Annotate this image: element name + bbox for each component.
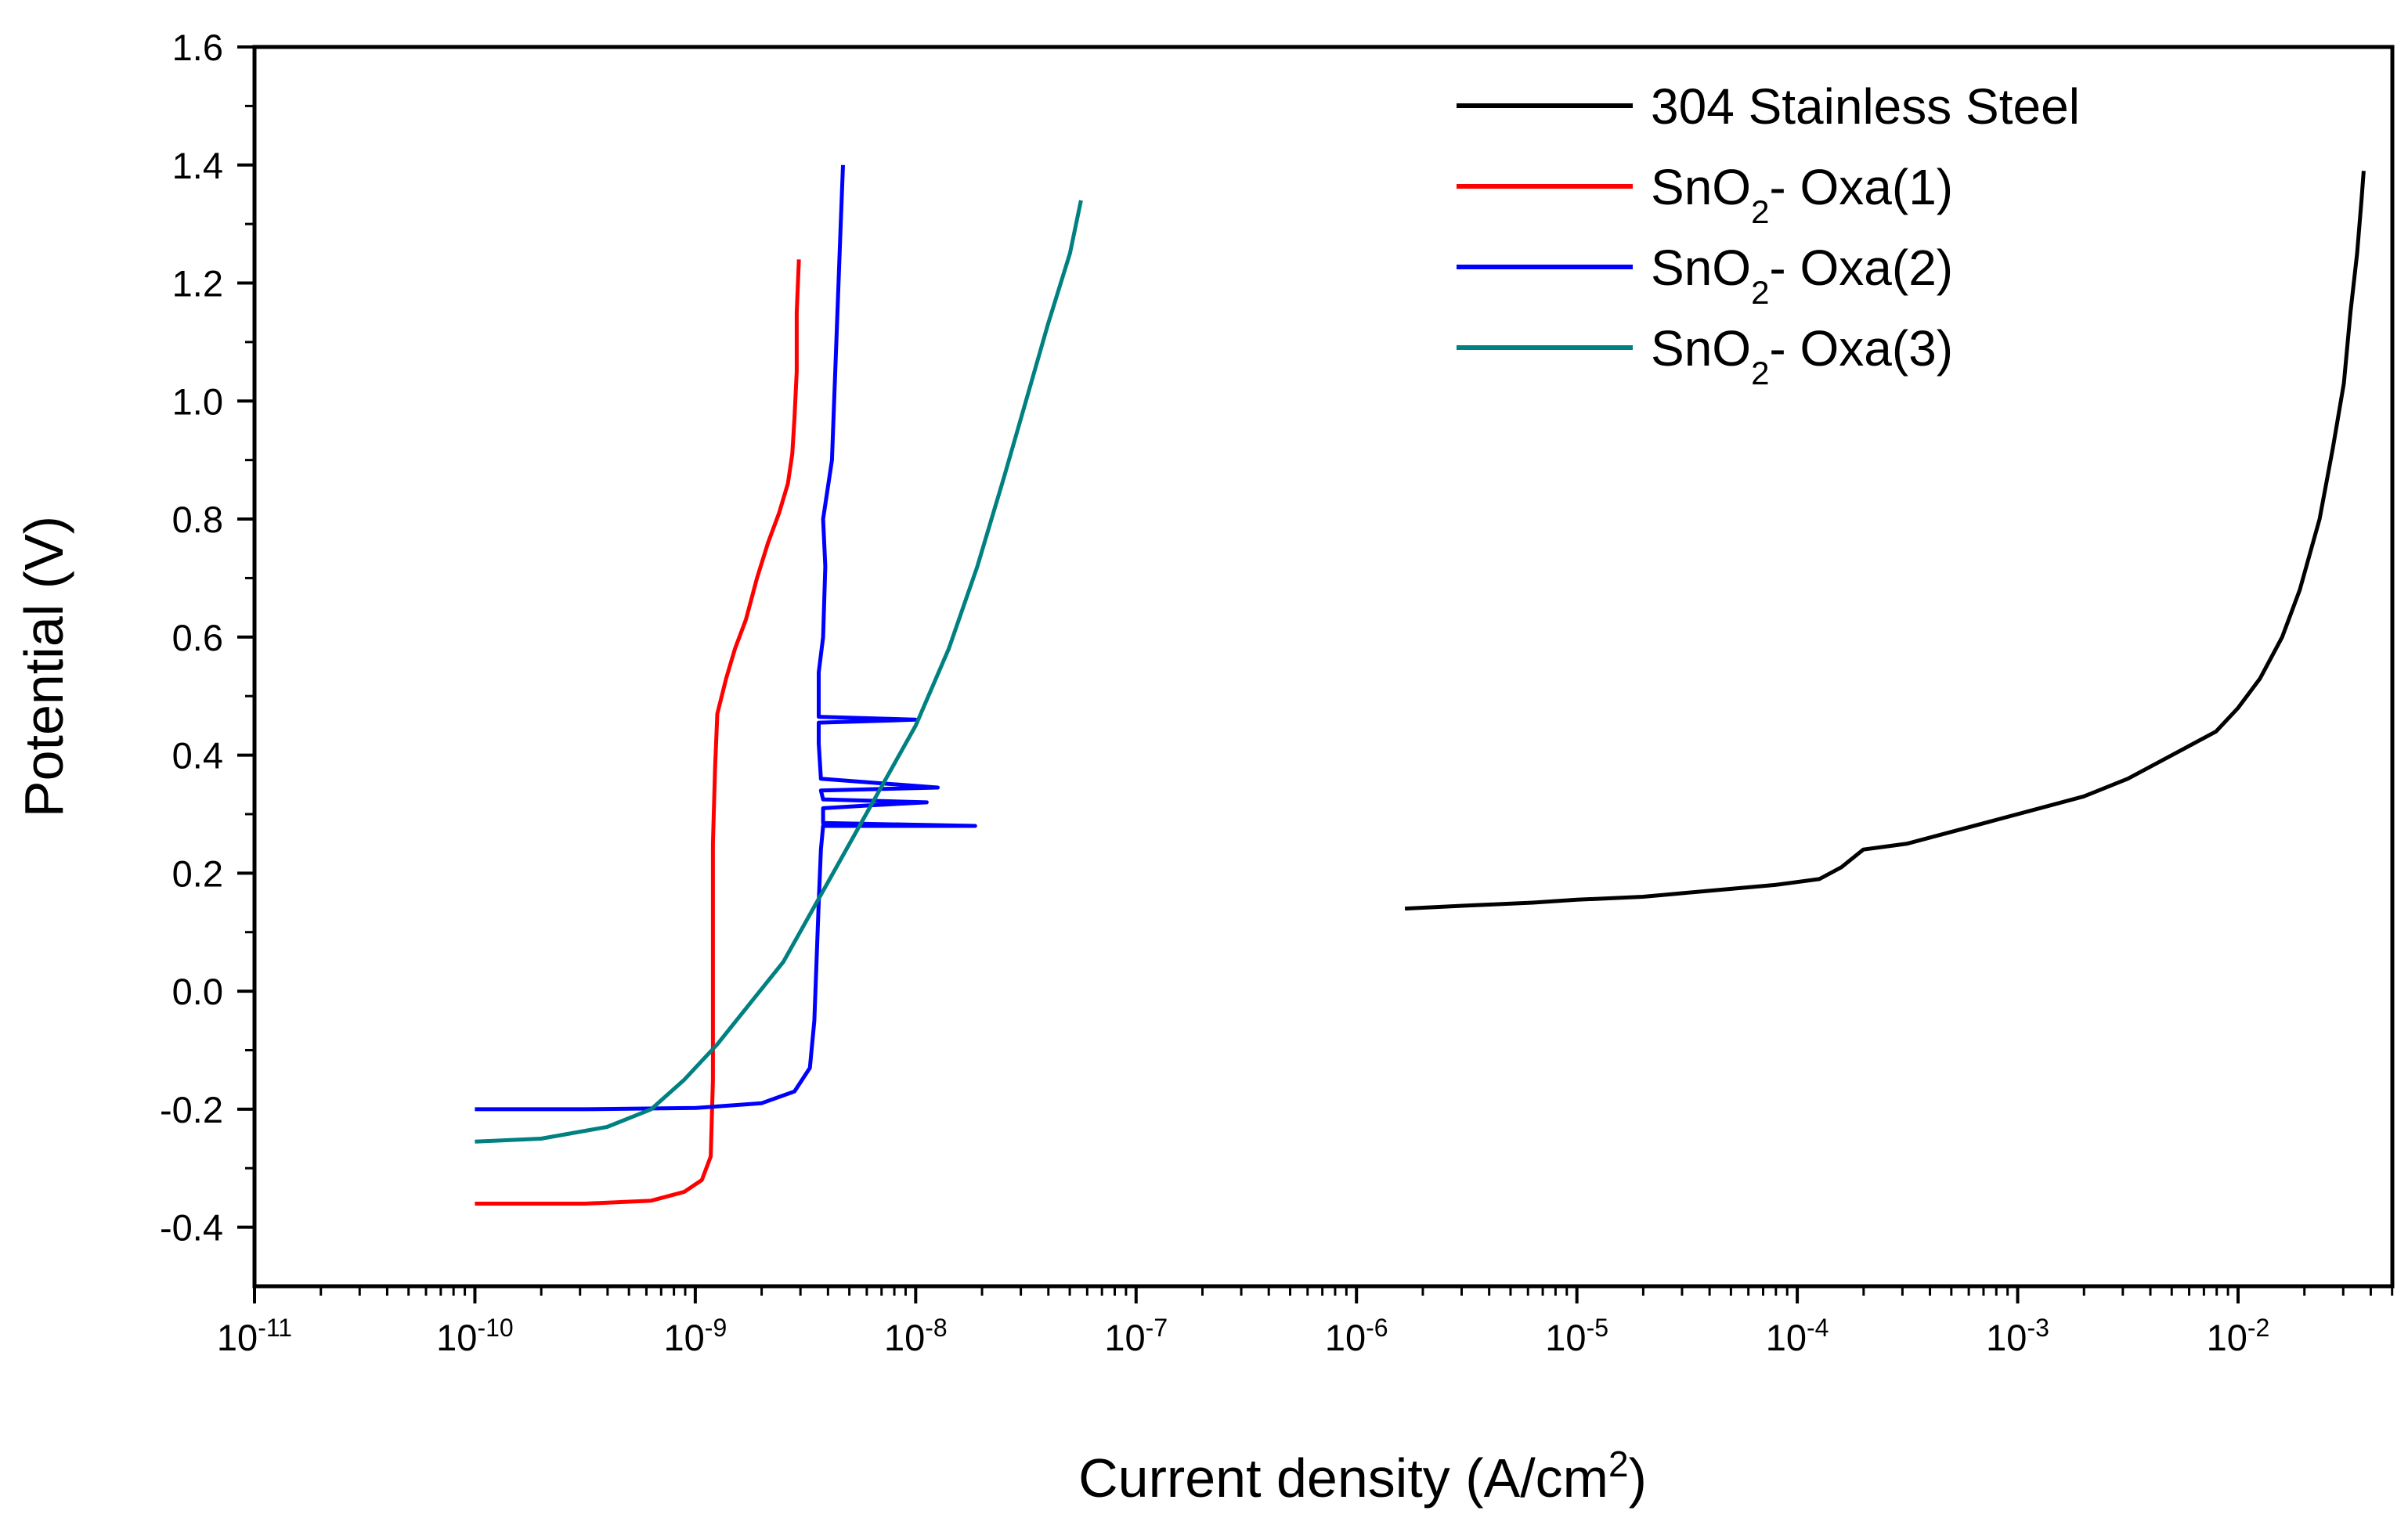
- y-tick-label: 0.8: [172, 499, 223, 540]
- x-tick-label: 10-11: [217, 1314, 292, 1358]
- series-line: [1404, 171, 2366, 911]
- legend-label: SnO2- Oxa(3): [1651, 320, 1953, 391]
- x-tick-label: 10-7: [1104, 1314, 1168, 1358]
- x-tick-label: 10-10: [436, 1314, 514, 1358]
- y-tick-label: -0.4: [160, 1207, 223, 1249]
- x-axis-title: Current density (A/cm2): [1078, 1444, 1647, 1509]
- y-tick-label: -0.2: [160, 1089, 223, 1130]
- series-line: [475, 164, 977, 1112]
- series-layer: [475, 164, 2366, 1206]
- series-line: [475, 200, 1083, 1144]
- x-tick-label: 10-6: [1325, 1314, 1388, 1358]
- y-tick-label: 1.6: [172, 27, 223, 68]
- y-tick-label: 1.2: [172, 263, 223, 305]
- x-tick-label: 10-9: [664, 1314, 727, 1358]
- plot-frame: [252, 45, 2395, 1289]
- legend: 304 Stainless Steel SnO2- Oxa(1) SnO2- Oxa…: [1457, 78, 2080, 391]
- plot-area: [252, 45, 2395, 1289]
- x-axis-ticks: 10-11 10-10 10-9 10-8 10-7 10-6 10-5 10-4 10-3 10…: [217, 1286, 2394, 1358]
- y-axis-title: Potential (V): [13, 516, 74, 817]
- y-tick-label: 0.0: [172, 971, 223, 1012]
- legend-label: 304 Stainless Steel: [1651, 78, 2080, 135]
- y-tick-label: 1.4: [172, 145, 223, 186]
- x-tick-label: 10-4: [1766, 1314, 1829, 1358]
- x-tick-label: 10-5: [1545, 1314, 1608, 1358]
- y-tick-label: 0.6: [172, 617, 223, 658]
- y-axis-ticks: -0.4 -0.2 0.0 0.2 0.4 0.6 0.8 1.0 1.2 1.4 1.6: [160, 27, 255, 1249]
- series-line: [475, 259, 801, 1206]
- legend-label: SnO2- Oxa(1): [1651, 159, 1953, 230]
- x-tick-label: 10-3: [1986, 1314, 2049, 1358]
- x-tick-label: 10-2: [2207, 1314, 2270, 1358]
- y-tick-label: 1.0: [172, 380, 223, 422]
- legend-label: SnO2- Oxa(2): [1651, 240, 1953, 311]
- y-tick-label: 0.4: [172, 735, 223, 777]
- y-tick-label: 0.2: [172, 853, 223, 894]
- x-tick-label: 10-8: [884, 1314, 948, 1358]
